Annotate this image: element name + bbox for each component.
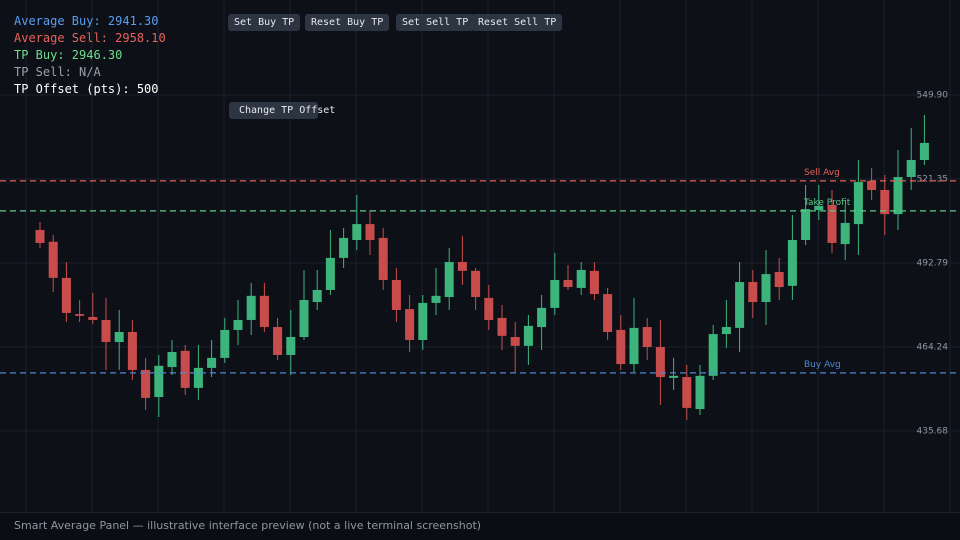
candle-body	[167, 352, 177, 368]
candle-body	[589, 270, 599, 295]
footer-text: Smart Average Panel — illustrative inter…	[14, 519, 482, 532]
level-label: Buy Avg	[804, 360, 841, 370]
candle-body	[616, 329, 626, 365]
candle-body	[444, 262, 454, 298]
y-tick-label: 492.79	[917, 258, 949, 268]
candle-body	[154, 365, 164, 398]
candle-body	[853, 182, 863, 225]
candle-body	[735, 282, 745, 328]
candle-body	[840, 222, 850, 245]
candle-body	[61, 277, 71, 313]
candle-body	[721, 327, 731, 335]
candle-body	[787, 239, 797, 286]
candle-body	[537, 307, 547, 328]
candle-body	[35, 229, 45, 243]
candle-body	[550, 279, 560, 308]
candle-body	[523, 325, 533, 346]
candle-body	[893, 177, 903, 215]
candle-body	[75, 314, 85, 316]
candle-body	[405, 309, 415, 340]
candle-body	[457, 262, 467, 271]
candle-body	[141, 369, 151, 398]
stat-text: TP Offset (pts): 500	[14, 82, 159, 96]
y-tick-label: 435.68	[917, 426, 949, 436]
button[interactable]: Set Sell TP	[396, 14, 475, 31]
candle-body	[325, 257, 335, 290]
candle-body	[629, 327, 639, 365]
candle-body	[127, 332, 137, 370]
button[interactable]: Reset Buy TP	[305, 14, 390, 31]
candle-body	[867, 180, 877, 190]
candle-body	[682, 377, 692, 408]
candle-body	[259, 295, 269, 328]
candle-body	[669, 375, 679, 378]
candle-body	[378, 237, 388, 280]
candle-body	[655, 347, 665, 378]
candle-body	[339, 237, 349, 258]
candle-body	[101, 319, 111, 343]
stat-text: Average Buy: 2941.30	[14, 14, 159, 28]
candle-body	[603, 294, 613, 333]
button[interactable]: Set Buy TP	[228, 14, 301, 31]
chart: 549.90 521.35 492.79 464.24 435.68 Sell Avg Ta…	[0, 0, 960, 512]
candle-body	[233, 319, 243, 330]
stat-text: Average Sell: 2958.10	[14, 31, 166, 45]
level-label: Sell Avg	[804, 168, 840, 178]
y-tick-label: 521.35	[917, 174, 949, 184]
candle-body	[880, 189, 890, 215]
candle-body	[391, 279, 401, 310]
candle-body	[220, 329, 230, 358]
candle-body	[88, 317, 98, 320]
candle-body	[748, 282, 758, 303]
candle-body	[365, 224, 375, 240]
y-tick-label: 464.24	[917, 342, 949, 352]
candle-body	[180, 350, 190, 388]
y-tick-label: 549.90	[917, 90, 949, 100]
candle-body	[312, 289, 322, 303]
candle-body	[708, 334, 718, 376]
candle-body	[801, 209, 811, 240]
candle-body	[484, 297, 494, 320]
stat-text: TP Buy: 2946.30	[14, 48, 123, 62]
candle-body	[352, 224, 362, 240]
candle-body	[827, 204, 837, 243]
candle-body	[48, 241, 58, 278]
candle-body	[273, 327, 283, 355]
candle-body	[919, 142, 929, 160]
candle-body	[563, 279, 573, 288]
candle-body	[814, 205, 824, 210]
candle-body	[193, 367, 203, 388]
candle-body	[576, 269, 586, 288]
candle-body	[774, 272, 784, 288]
candle-body	[246, 295, 256, 320]
candle-body	[418, 302, 428, 340]
candle-body	[642, 327, 652, 348]
candle-body	[286, 337, 296, 355]
candle-body	[497, 317, 507, 336]
candle-body	[471, 270, 481, 298]
candle-body	[207, 357, 217, 368]
button[interactable]: Change TP Offset	[229, 102, 335, 119]
candle-body	[114, 332, 124, 343]
stat-text: TP Sell: N/A	[14, 65, 101, 79]
candle-body	[510, 337, 520, 346]
candle-body	[299, 299, 309, 338]
footer: Smart Average Panel — illustrative inter…	[0, 512, 960, 540]
candle-body	[431, 295, 441, 303]
level-label: Take Profit	[803, 198, 851, 208]
candle-body	[695, 375, 705, 410]
candle-body	[761, 274, 771, 303]
candle-body	[906, 159, 916, 178]
button[interactable]: Reset Sell TP	[472, 14, 563, 31]
